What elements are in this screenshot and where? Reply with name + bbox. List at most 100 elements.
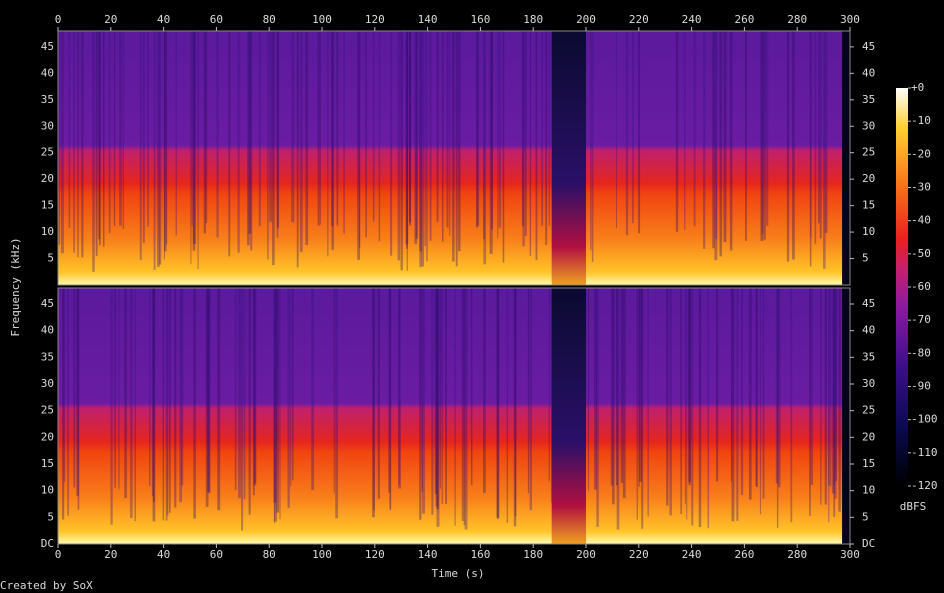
spectrogram-texture [76, 288, 80, 496]
spectrogram-texture [130, 288, 133, 519]
spectrogram-texture [406, 31, 408, 271]
spectrogram-texture [421, 31, 425, 267]
spectrogram-texture [761, 31, 764, 235]
spectrogram-texture [820, 288, 822, 505]
y-tick-label: 30 [41, 119, 54, 132]
panel-frame [57, 287, 851, 545]
spectrogram-texture [483, 288, 486, 493]
spectrogram-texture [514, 288, 517, 517]
y-tick-label: 40 [41, 324, 54, 337]
spectrogram-texture [405, 31, 409, 245]
y-tick-label: 15 [41, 457, 54, 470]
spectrogram-texture [114, 288, 116, 488]
spectrogram-texture [389, 288, 392, 510]
spectrogram-texture [647, 288, 649, 517]
spectrogram-texture [165, 31, 168, 245]
spectrogram-texture [615, 288, 619, 486]
spectrogram-texture [712, 31, 715, 249]
spectrogram-texture [745, 31, 747, 241]
spectrogram-texture [343, 31, 345, 234]
spectrogram-texture [587, 288, 589, 491]
spectrogram-texture [620, 288, 624, 484]
y-tick-label: 30 [41, 377, 54, 390]
spectrogram-texture [147, 31, 149, 227]
spectrogram-texture [632, 31, 634, 223]
spectrogram-image [58, 288, 850, 544]
y-tick-label-right: 10 [862, 225, 875, 238]
spectrogram-texture [441, 31, 444, 242]
spectrogram-texture [73, 288, 76, 488]
y-tick-label-right: 40 [862, 324, 875, 337]
spectrogram-texture [831, 288, 835, 494]
spectrogram-texture [234, 288, 237, 491]
spectrogram-texture [122, 31, 124, 229]
spectrogram-texture [431, 288, 434, 515]
colorbar-tick-label: -120 [911, 479, 938, 492]
spectrogram-texture [276, 31, 279, 238]
x-tick-label-top: 140 [418, 13, 438, 26]
colorbar-tick-label: -60 [911, 280, 931, 293]
spectrogram-texture [372, 31, 375, 222]
spectrogram-texture [203, 31, 206, 234]
spectrogram-texture [828, 288, 830, 486]
spectrogram-texture [110, 288, 113, 525]
colorbar-tick-label: -90 [911, 380, 931, 393]
spectrogram-texture [153, 31, 156, 271]
spectrogram-texture [372, 288, 375, 518]
spectrogram-texture [703, 31, 706, 249]
spectrogram-texture [207, 288, 211, 493]
spectrogram-texture [766, 31, 769, 226]
spectrogram-texture [92, 31, 95, 272]
spectrogram-texture [693, 31, 696, 226]
spectrogram-texture [669, 288, 672, 516]
spectrogram-texture [197, 31, 199, 270]
colorbar-tick-label: -40 [911, 214, 931, 227]
spectrogram-texture [436, 31, 439, 222]
spectrogram-texture [596, 288, 599, 527]
spectrogram-texture [686, 288, 688, 520]
x-tick-label-top: 180 [523, 13, 543, 26]
spectrogram-texture [470, 288, 473, 486]
spectrogram-texture [73, 31, 75, 253]
spectrogram-texture [248, 31, 252, 234]
spectrogram-texture [152, 288, 156, 522]
colorbar-tick-label: -70 [911, 313, 931, 326]
spectrogram-texture [594, 288, 597, 490]
spectrogram-texture [152, 288, 155, 503]
y-tick-label: 40 [41, 66, 54, 79]
spectrogram-texture [810, 31, 812, 238]
spectrogram-texture [819, 31, 822, 239]
spectrogram-texture [426, 31, 428, 262]
x-tick-label: 260 [734, 548, 754, 561]
spectrogram-texture [591, 31, 594, 262]
spectrogram-texture [365, 31, 367, 238]
x-tick-label-top: 0 [55, 13, 62, 26]
spectrogram-texture [299, 31, 303, 252]
spectrogram-texture [276, 31, 280, 229]
x-tick-label-top: 240 [682, 13, 702, 26]
spectrogram-texture [208, 288, 211, 494]
x-tick-label-top: 200 [576, 13, 596, 26]
spectrogram-texture [190, 31, 192, 265]
spectrogram-texture [828, 288, 830, 523]
spectrogram-texture [216, 31, 219, 238]
x-tick-label: 300 [840, 548, 860, 561]
colorbar-tick-label: -50 [911, 247, 931, 260]
y-tick-label: 10 [41, 225, 54, 238]
spectrogram-texture [331, 31, 334, 227]
spectrogram-texture [809, 288, 811, 516]
spectrogram-texture [406, 31, 408, 249]
y-tick-label-right: 20 [862, 172, 875, 185]
y-tick-label: 45 [41, 297, 54, 310]
spectrogram-texture [434, 288, 438, 495]
spectrogram-texture [762, 288, 765, 499]
spectrogram-texture [476, 31, 479, 228]
spectrogram-texture [81, 31, 84, 258]
spectrogram-texture [424, 31, 426, 247]
spectrogram-texture [142, 31, 145, 243]
y-tick-label-right: 20 [862, 430, 875, 443]
spectrogram-texture [680, 288, 682, 514]
spectrogram-texture [272, 31, 275, 266]
spectrogram-texture [755, 288, 758, 488]
y-tick-label-right: 30 [862, 119, 875, 132]
